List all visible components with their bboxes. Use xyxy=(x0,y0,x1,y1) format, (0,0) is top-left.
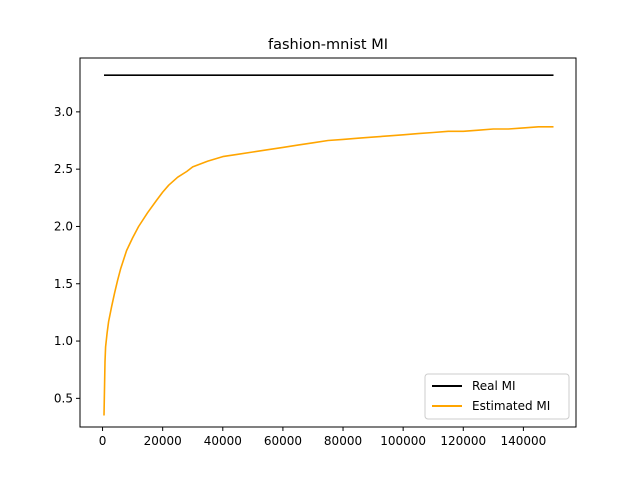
x-tick-label: 120000 xyxy=(440,434,486,448)
x-tick-label: 80000 xyxy=(324,434,362,448)
x-tick-label: 20000 xyxy=(144,434,182,448)
y-tick-label: 2.0 xyxy=(54,219,73,233)
estimated-mi-line xyxy=(103,126,554,416)
y-tick-label: 0.5 xyxy=(54,391,73,405)
legend-label-real-mi: Real MI xyxy=(472,379,516,393)
plot-frame xyxy=(79,57,577,428)
x-tick-label: 140000 xyxy=(500,434,546,448)
x-tick-label: 0 xyxy=(99,434,107,448)
y-tick-label: 3.0 xyxy=(54,105,73,119)
y-tick-label: 1.0 xyxy=(54,334,73,348)
x-tick-label: 60000 xyxy=(264,434,302,448)
x-tick-label: 40000 xyxy=(204,434,242,448)
legend-label-estimated-mi: Estimated MI xyxy=(472,399,550,413)
legend: Real MI Estimated MI xyxy=(424,373,570,420)
chart-title: fashion-mnist MI xyxy=(268,37,388,53)
y-tick-label: 1.5 xyxy=(54,277,73,291)
axes-ticks: 0 20000 40000 60000 80000 100000 120000 140000 0… xyxy=(54,105,546,448)
plot-lines xyxy=(103,74,554,416)
x-tick-label: 100000 xyxy=(380,434,426,448)
y-tick-label: 2.5 xyxy=(54,162,73,176)
